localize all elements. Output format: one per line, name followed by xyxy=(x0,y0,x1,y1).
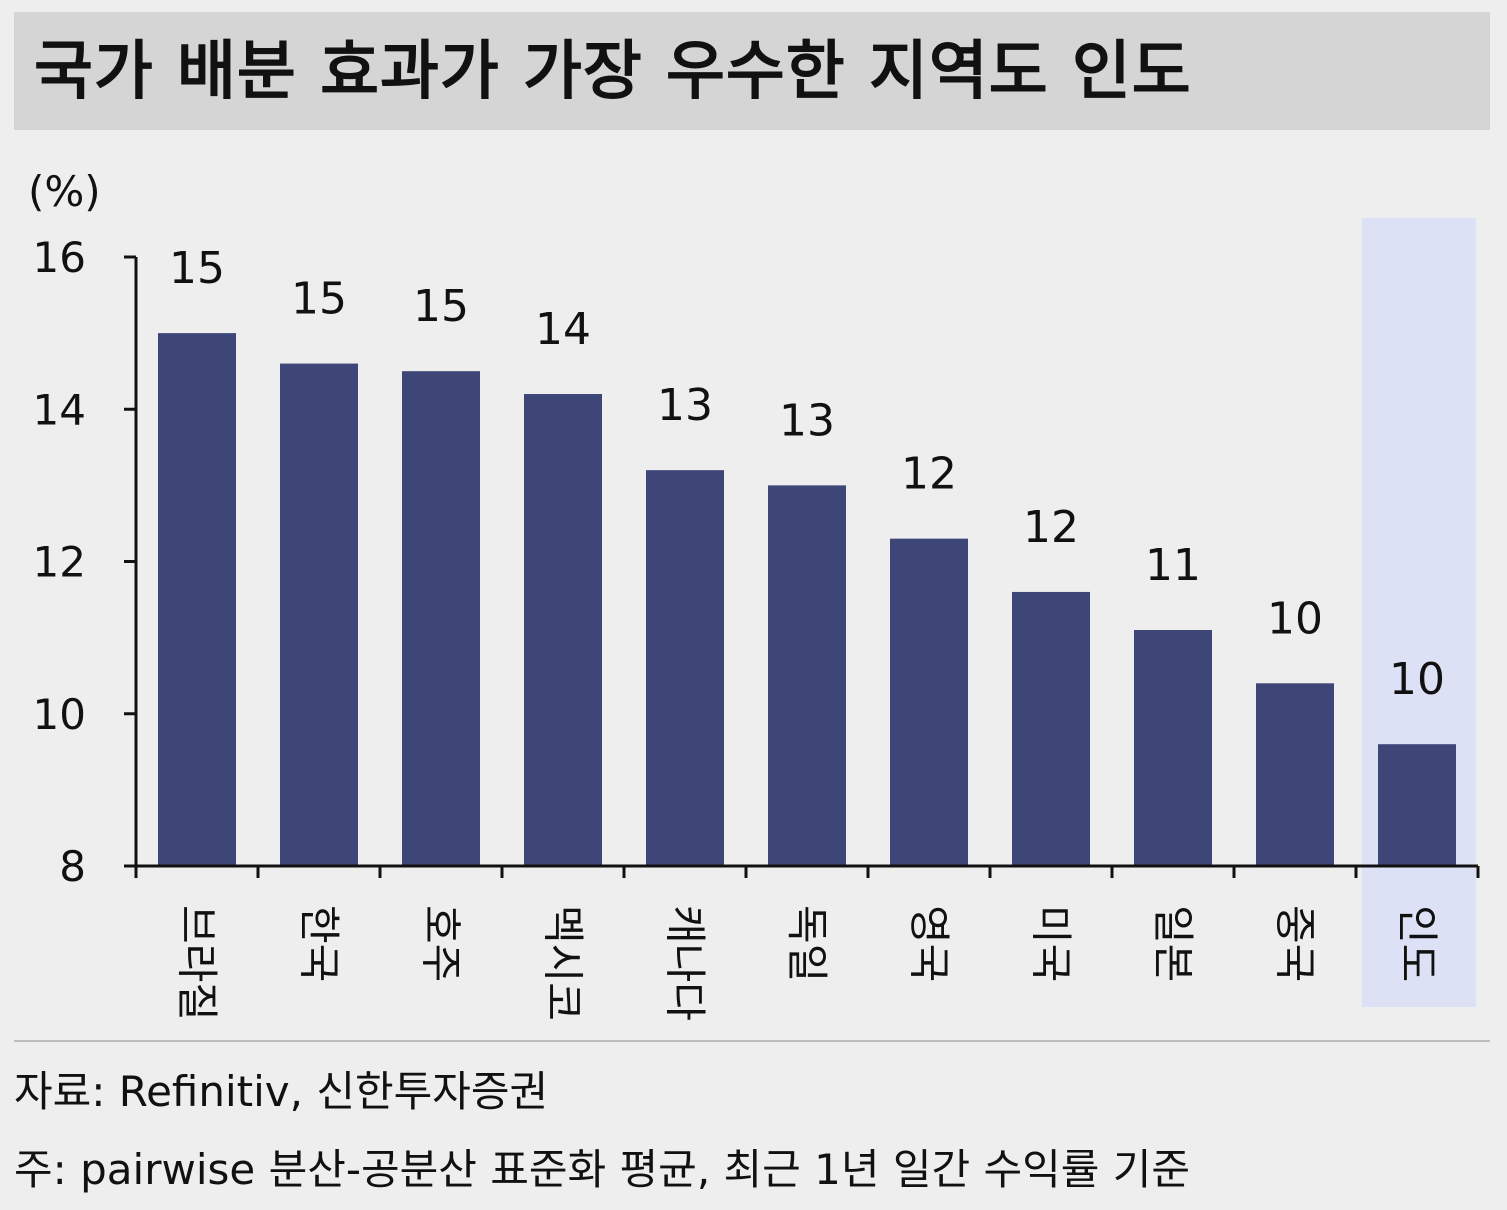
bar-3 xyxy=(402,371,480,866)
y-tick-label-3: 12 xyxy=(33,538,86,587)
category-label-5: 캐나다 xyxy=(661,905,710,1021)
y-tick-label-1: 8 xyxy=(59,842,86,891)
data-label-6: 13 xyxy=(779,395,835,446)
bar-9 xyxy=(1134,630,1212,866)
title-band xyxy=(14,12,1490,130)
data-label-10: 10 xyxy=(1267,593,1323,644)
footer-divider xyxy=(14,1040,1490,1042)
data-label-7: 12 xyxy=(901,449,957,500)
data-label-4: 14 xyxy=(535,304,591,355)
data-label-5: 13 xyxy=(657,380,713,431)
category-label-6: 독일 xyxy=(783,905,832,982)
bar-11 xyxy=(1378,744,1456,866)
y-tick-label-4: 14 xyxy=(33,385,86,434)
category-label-11: 인도 xyxy=(1393,905,1442,982)
bar-5 xyxy=(646,470,724,866)
source-note: 자료: Refinitiv, 신한투자증권 xyxy=(14,1067,549,1116)
highlight-band xyxy=(1362,218,1476,1007)
chart-title: 국가 배분 효과가 가장 우수한 지역도 인도 xyxy=(34,35,1192,109)
data-label-3: 15 xyxy=(413,281,469,332)
category-label-4: 멕시코 xyxy=(539,905,588,1021)
bar-2 xyxy=(280,363,358,866)
bar-chart: 15 브라질 15 한국 15 호주 14 멕시코 13 캐나다 13 독일 12 영국 12 미국 11 일본 1… xyxy=(28,167,1480,1021)
data-label-1: 15 xyxy=(169,243,225,294)
y-tick-label-2: 10 xyxy=(33,690,86,739)
category-label-2: 한국 xyxy=(295,905,344,982)
category-label-7: 영국 xyxy=(905,905,954,982)
data-label-2: 15 xyxy=(291,274,347,325)
y-unit-label: (%) xyxy=(28,167,101,216)
category-label-1: 브라질 xyxy=(173,905,222,1021)
category-label-9: 일본 xyxy=(1149,905,1198,982)
methodology-note: 주: pairwise 분산-공분산 표준화 평균, 최근 1년 일간 수익률 … xyxy=(14,1145,1191,1194)
bar-4 xyxy=(524,394,602,866)
category-label-8: 미국 xyxy=(1027,905,1076,982)
bar-8 xyxy=(1012,591,1090,866)
bar-10 xyxy=(1256,683,1334,866)
data-label-9: 11 xyxy=(1145,540,1201,591)
bar-6 xyxy=(768,485,846,866)
category-label-10: 중국 xyxy=(1271,905,1320,982)
data-label-11: 10 xyxy=(1389,654,1445,705)
category-label-3: 호주 xyxy=(417,905,466,982)
data-label-8: 12 xyxy=(1023,502,1079,553)
bar-7 xyxy=(890,538,968,866)
bar-1 xyxy=(158,333,236,866)
y-tick-label-5: 16 xyxy=(33,233,86,282)
